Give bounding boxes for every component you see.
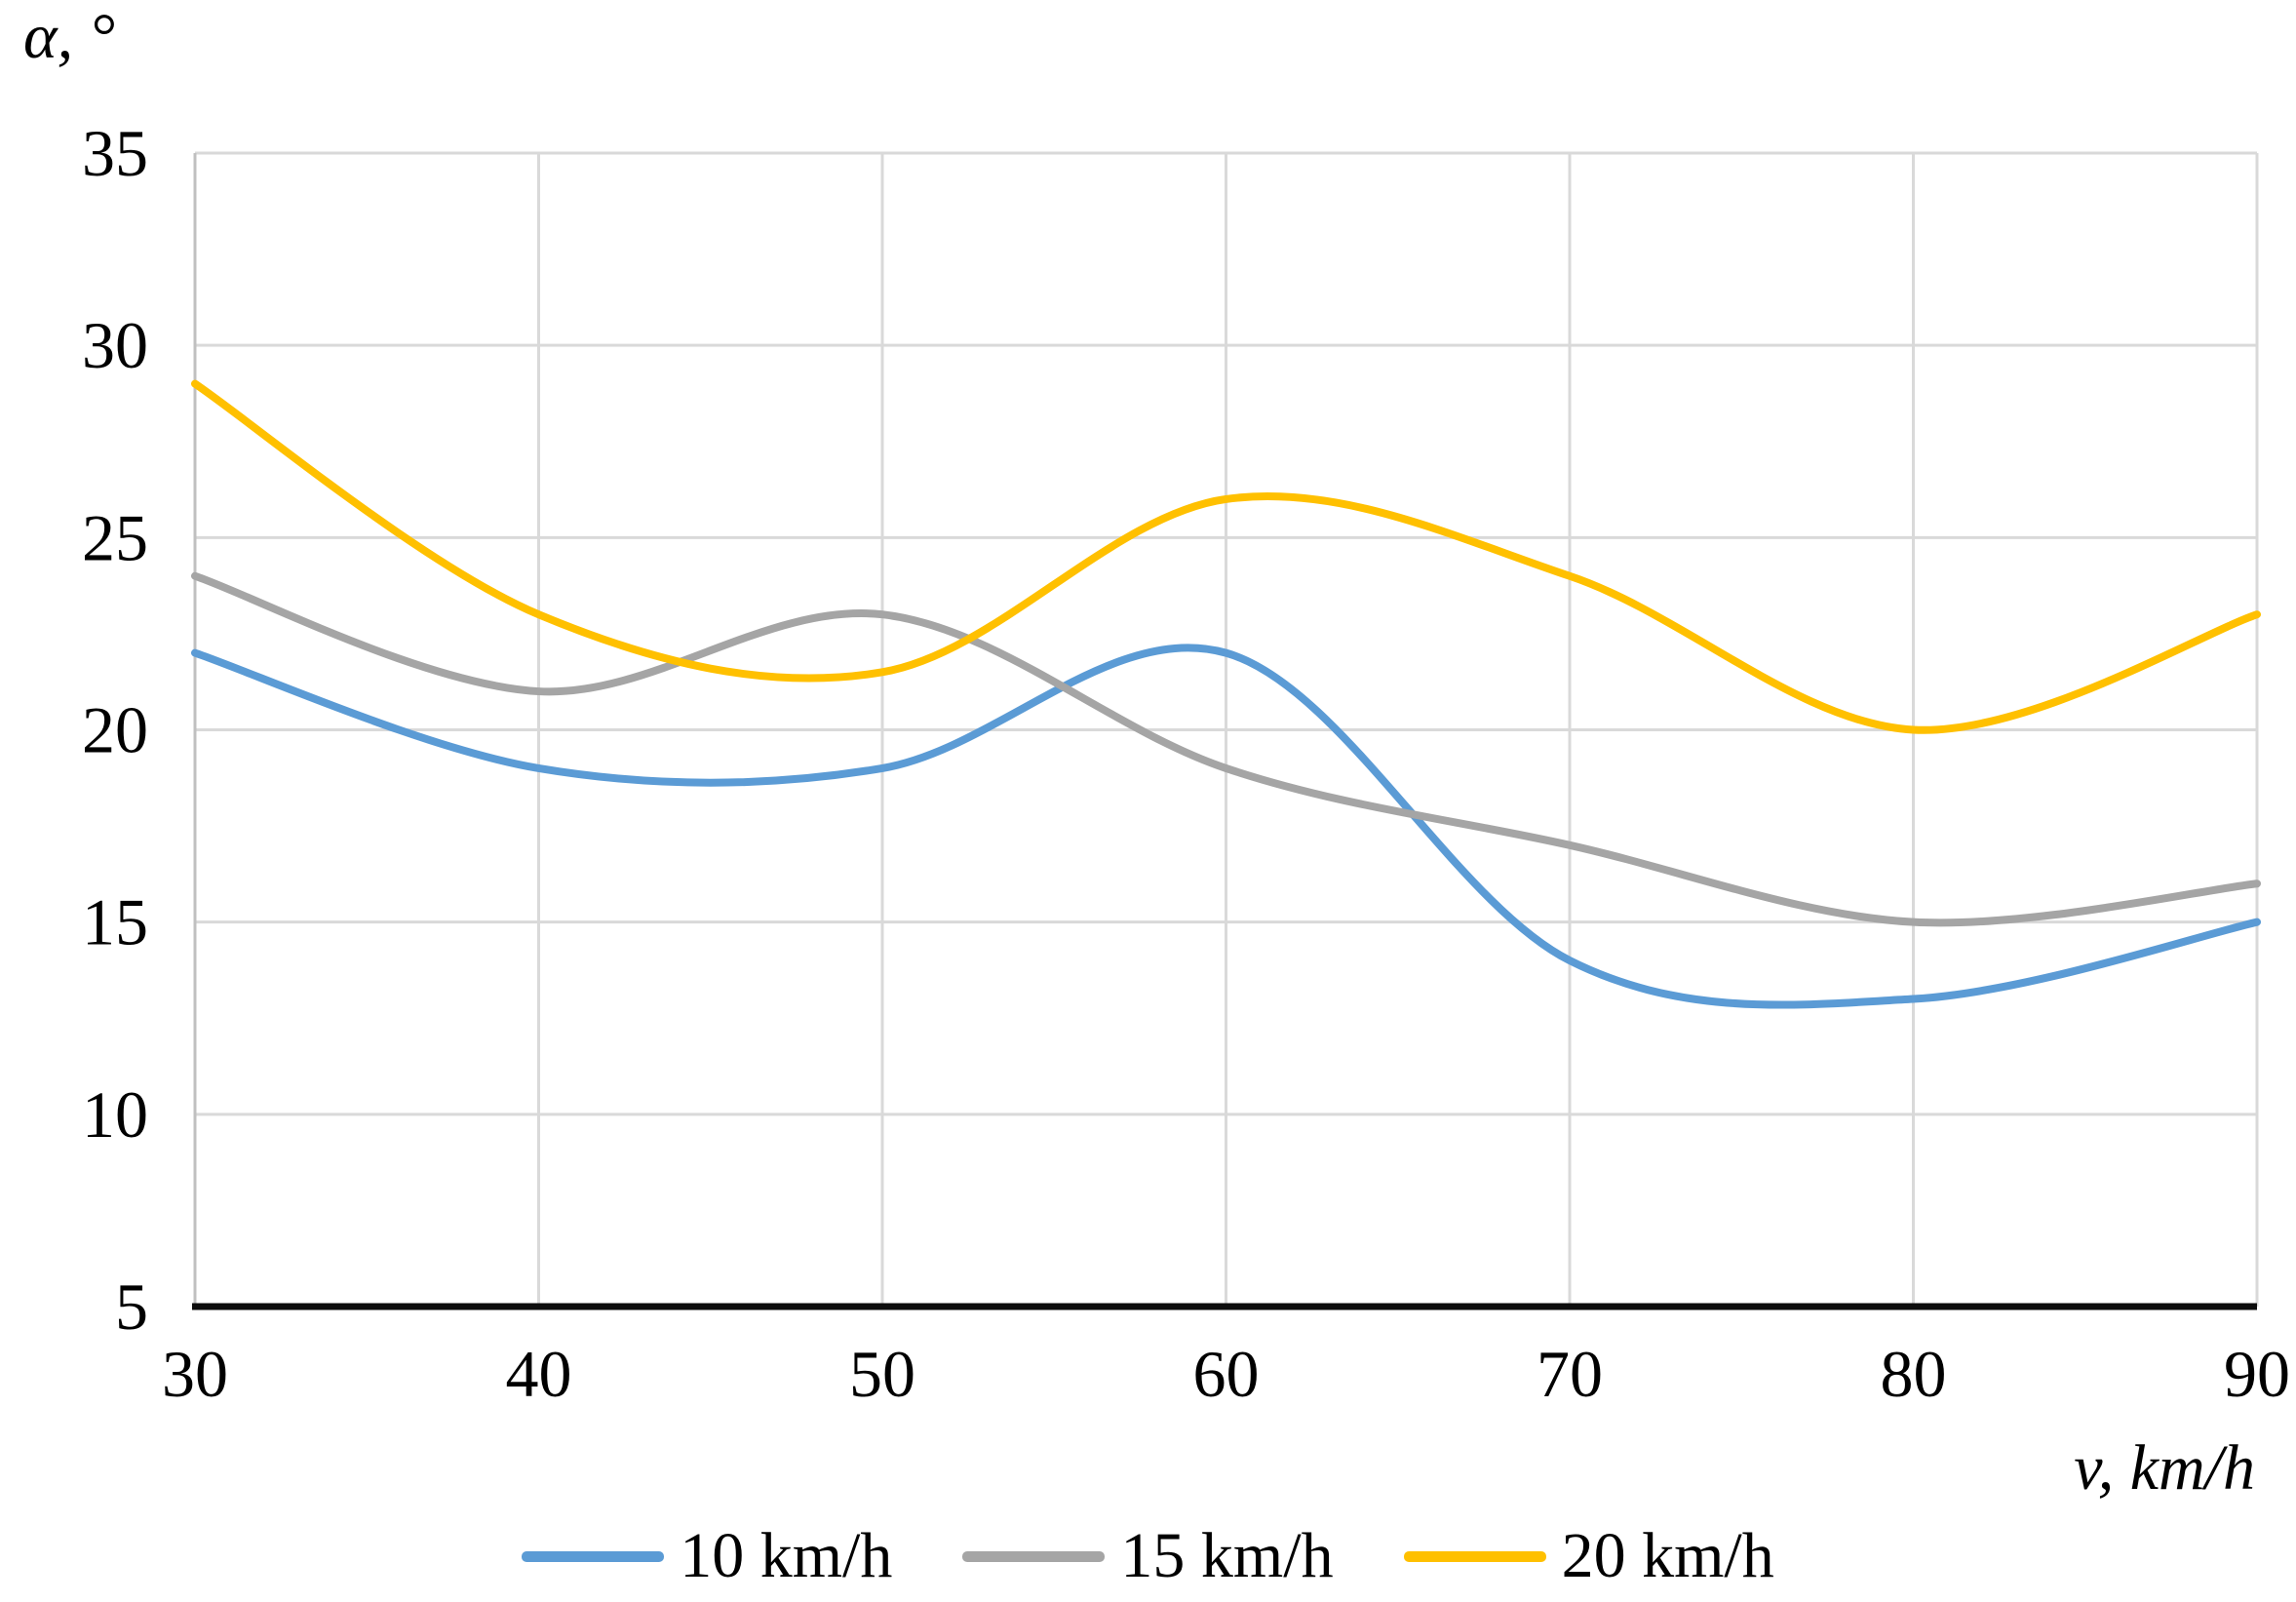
legend-label-20-km-h: 20 km/h <box>1561 1520 1774 1591</box>
y-tick-label-20: 20 <box>82 693 148 767</box>
legend-item-10-km-h: 10 km/h <box>522 1520 893 1592</box>
legend-label-10-km-h: 10 km/h <box>680 1520 893 1591</box>
legend: 10 km/h 15 km/h 20 km/h <box>0 1520 2296 1592</box>
legend-item-20-km-h: 20 km/h <box>1403 1520 1774 1592</box>
y-tick-label-30: 30 <box>82 308 148 382</box>
x-tick-label-80: 80 <box>1881 1337 1947 1411</box>
x-axis-title: v, km/h <box>2074 1432 2255 1504</box>
y-tick-label-15: 15 <box>82 885 148 959</box>
legend-swatch-20-km-h <box>1403 1550 1546 1562</box>
legend-item-15-km-h: 15 km/h <box>962 1520 1334 1592</box>
series-line-10-km-h <box>191 644 2261 1009</box>
x-tick-label-90: 90 <box>2224 1337 2290 1411</box>
x-tick-label-60: 60 <box>1193 1337 1260 1411</box>
legend-label-15-km-h: 15 km/h <box>1120 1520 1334 1591</box>
y-tick-label-25: 25 <box>82 500 148 574</box>
x-tick-label-50: 50 <box>849 1337 915 1411</box>
y-tick-label-35: 35 <box>82 116 148 190</box>
x-tick-label-70: 70 <box>1537 1337 1603 1411</box>
y-tick-label-10: 10 <box>82 1077 148 1152</box>
series-line-15-km-h <box>191 571 2261 927</box>
y-tick-label-5: 5 <box>115 1270 148 1344</box>
legend-swatch-10-km-h <box>522 1550 665 1562</box>
y-axis-title: α, ° <box>23 1 116 72</box>
legend-swatch-15-km-h <box>962 1550 1106 1562</box>
x-tick-label-40: 40 <box>506 1337 572 1411</box>
series-line-20-km-h <box>191 379 2261 734</box>
x-tick-label-30: 30 <box>162 1337 228 1411</box>
